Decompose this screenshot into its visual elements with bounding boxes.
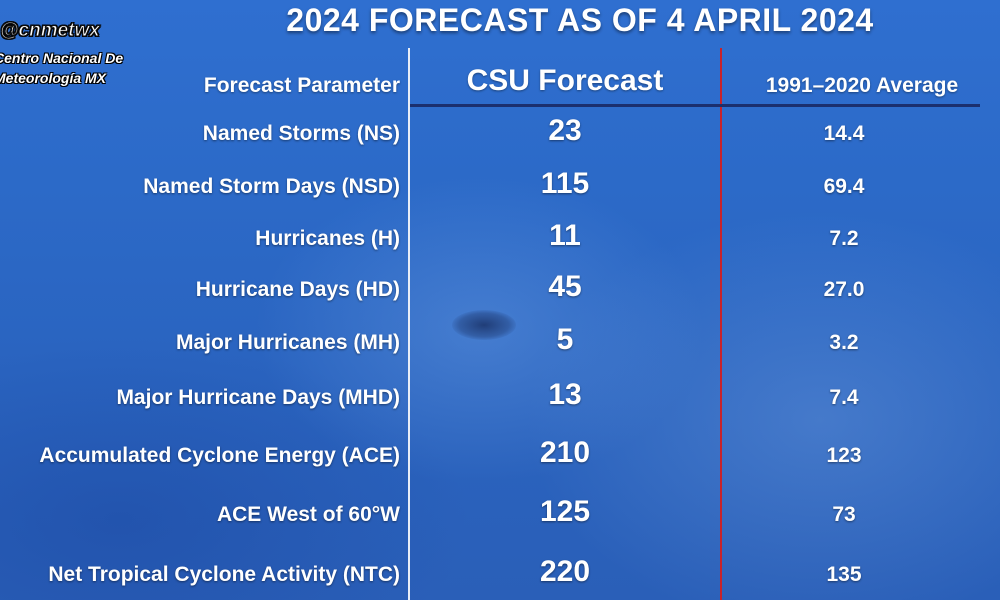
row-parameter: Hurricane Days (HD) xyxy=(195,278,400,301)
row-parameter: Named Storms (NS) xyxy=(202,122,400,145)
row-forecast-value: 23 xyxy=(548,114,582,147)
header-average: 1991–2020 Average xyxy=(765,74,959,97)
row-average-value: 7.4 xyxy=(829,386,859,409)
table-row: Major Hurricane Days (MHD) 13 7.4 xyxy=(0,378,1000,418)
row-average-value: 27.0 xyxy=(823,278,865,301)
table-row: Named Storm Days (NSD) 115 69.4 xyxy=(0,167,1000,207)
watermark-handle: @cnmetwx xyxy=(0,20,100,42)
row-average-value: 7.2 xyxy=(829,227,859,250)
row-forecast-value: 13 xyxy=(548,378,582,411)
row-average-value: 14.4 xyxy=(823,122,865,145)
page-title: 2024 FORECAST AS OF 4 APRIL 2024 xyxy=(286,2,874,38)
table-row: Named Storms (NS) 23 14.4 xyxy=(0,114,1000,154)
header-forecast-parameter: Forecast Parameter xyxy=(203,74,400,97)
table-row: Major Hurricanes (MH) 5 3.2 xyxy=(0,323,1000,363)
row-average-value: 123 xyxy=(826,444,862,467)
row-parameter: Net Tropical Cyclone Activity (NTC) xyxy=(48,563,400,586)
row-parameter: Major Hurricanes (MH) xyxy=(175,331,400,354)
table-row: Hurricane Days (HD) 45 27.0 xyxy=(0,270,1000,310)
table-row: Hurricanes (H) 11 7.2 xyxy=(0,219,1000,259)
row-parameter: Named Storm Days (NSD) xyxy=(143,175,400,198)
row-average-value: 3.2 xyxy=(829,331,859,354)
watermark-org-line2: Meteorología MX xyxy=(0,70,107,86)
row-forecast-value: 5 xyxy=(556,323,574,356)
column-divider-red xyxy=(720,48,722,600)
hurricane-eye-background xyxy=(452,310,516,340)
row-parameter: Major Hurricane Days (MHD) xyxy=(116,386,400,409)
row-forecast-value: 220 xyxy=(539,555,591,588)
row-parameter: Hurricanes (H) xyxy=(255,227,400,250)
header-rule xyxy=(410,104,980,107)
column-divider xyxy=(408,48,410,600)
row-parameter: ACE West of 60°W xyxy=(216,503,400,526)
row-forecast-value: 11 xyxy=(549,219,581,252)
row-forecast-value: 115 xyxy=(540,167,590,200)
table-row: ACE West of 60°W 125 73 xyxy=(0,495,1000,535)
row-average-value: 135 xyxy=(826,563,862,586)
row-forecast-value: 125 xyxy=(539,495,591,528)
row-forecast-value: 210 xyxy=(539,436,591,469)
watermark-org-line1: Centro Nacional De xyxy=(0,50,124,66)
row-parameter: Accumulated Cyclone Energy (ACE) xyxy=(39,444,400,467)
table-row: Accumulated Cyclone Energy (ACE) 210 123 xyxy=(0,436,1000,476)
row-average-value: 69.4 xyxy=(823,175,865,198)
header-csu-forecast: CSU Forecast xyxy=(466,64,664,97)
row-forecast-value: 45 xyxy=(548,270,582,303)
row-average-value: 73 xyxy=(832,503,856,526)
table-row: Net Tropical Cyclone Activity (NTC) 220 … xyxy=(0,555,1000,595)
